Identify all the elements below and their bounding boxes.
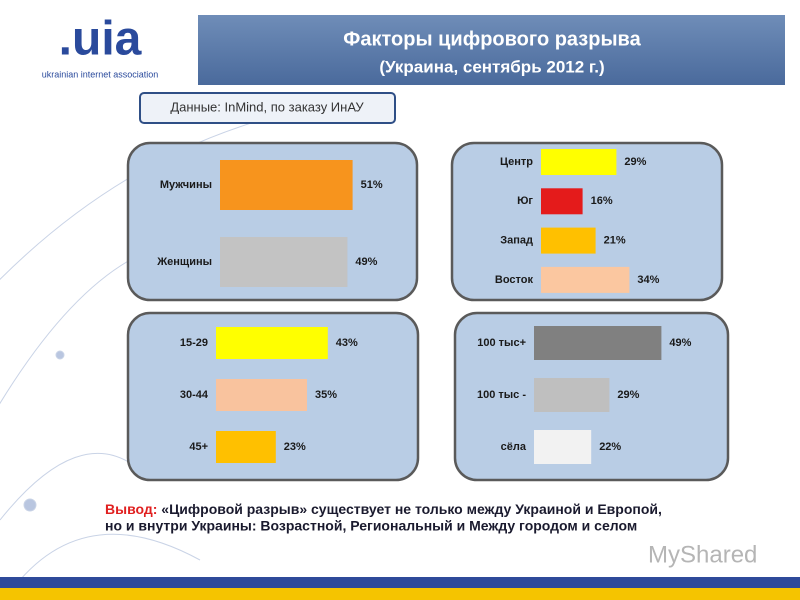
header-box — [198, 15, 785, 85]
bar — [220, 237, 348, 287]
bar — [216, 379, 307, 411]
bar — [541, 188, 583, 215]
value-label: 34% — [637, 274, 659, 286]
value-label: 29% — [617, 389, 639, 401]
category-label: 30-44 — [180, 389, 209, 401]
category-label: 100 тыс - — [477, 389, 526, 401]
category-label: 45+ — [189, 441, 208, 453]
title: Факторы цифрового разрыва — [343, 28, 641, 50]
category-label: Женщины — [156, 256, 212, 268]
value-label: 23% — [284, 441, 306, 453]
category-label: Восток — [495, 274, 534, 286]
value-label: 49% — [355, 256, 377, 268]
value-label: 35% — [315, 389, 337, 401]
footer-band — [0, 577, 800, 588]
logo-caption: ukrainian internet association — [42, 69, 159, 79]
conclusion: Вывод: «Цифровой разрыв» существует не т… — [105, 501, 662, 517]
bar — [216, 327, 328, 359]
category-label: Юг — [517, 195, 533, 207]
category-label: 15-29 — [180, 337, 208, 349]
bar — [534, 430, 592, 464]
conclusion-line: но и внутри Украины: Возрастной, Региона… — [105, 518, 637, 534]
value-label: 21% — [604, 235, 626, 247]
footer-band — [0, 588, 800, 600]
category-label: сёла — [501, 441, 527, 453]
value-label: 43% — [336, 337, 358, 349]
chart-panel — [450, 141, 724, 302]
charts: Мужчины 51% Женщины 49% Центр 29% Юг 16% Запад 21… — [126, 141, 730, 482]
value-label: 16% — [591, 195, 613, 207]
bar — [220, 160, 353, 210]
conclusion-line: «Цифровой разрыв» существует не только м… — [161, 501, 662, 517]
value-label: 22% — [599, 441, 621, 453]
category-label: Центр — [500, 156, 533, 168]
category-label: Мужчины — [160, 179, 212, 191]
bar — [541, 227, 596, 254]
category-label: Запад — [500, 235, 533, 247]
value-label: 51% — [361, 179, 383, 191]
source-box — [139, 92, 396, 124]
value-label: 29% — [624, 156, 646, 168]
watermark: MyShared — [648, 541, 757, 568]
bar — [534, 378, 610, 412]
conclusion-label: Вывод: — [105, 501, 157, 517]
bar — [534, 326, 662, 360]
bar — [541, 149, 617, 175]
bar — [216, 431, 276, 463]
category-label: 100 тыс+ — [477, 337, 526, 349]
logo-mark: .uia — [59, 13, 142, 66]
source: Данные: InMind, по заказу ИнАУ — [170, 99, 364, 114]
value-label: 49% — [669, 337, 691, 349]
subtitle: (Украина, сентябрь 2012 г.) — [379, 57, 604, 76]
bar — [541, 266, 630, 293]
